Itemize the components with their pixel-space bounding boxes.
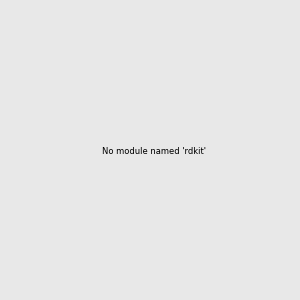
Text: No module named 'rdkit': No module named 'rdkit' (102, 147, 206, 156)
